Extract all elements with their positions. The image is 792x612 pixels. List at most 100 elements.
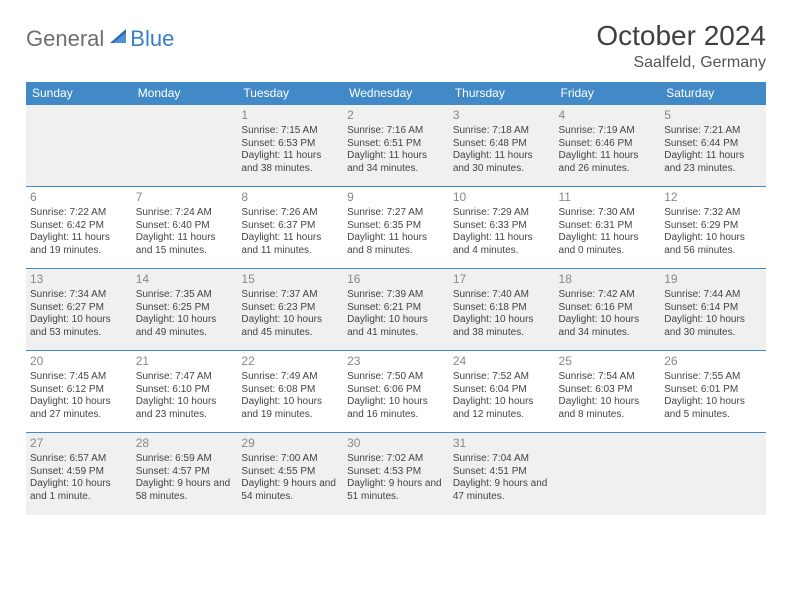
day-number: 9 [347,190,445,205]
day-number: 20 [30,354,128,369]
day-number: 18 [559,272,657,287]
calendar-day-cell: 26Sunrise: 7:55 AMSunset: 6:01 PMDayligh… [660,351,766,433]
sunset-text: Sunset: 6:04 PM [453,384,551,397]
sunrise-text: Sunrise: 7:50 AM [347,371,445,384]
day-number: 13 [30,272,128,287]
calendar-day-cell: 20Sunrise: 7:45 AMSunset: 6:12 PMDayligh… [26,351,132,433]
calendar-day-cell: 5Sunrise: 7:21 AMSunset: 6:44 PMDaylight… [660,105,766,187]
calendar-day-cell: 22Sunrise: 7:49 AMSunset: 6:08 PMDayligh… [237,351,343,433]
day-number: 14 [136,272,234,287]
daylight-text: Daylight: 10 hours and 16 minutes. [347,396,445,421]
day-number: 25 [559,354,657,369]
weekday-header-row: Sunday Monday Tuesday Wednesday Thursday… [26,82,766,105]
calendar-day-cell: 12Sunrise: 7:32 AMSunset: 6:29 PMDayligh… [660,187,766,269]
calendar-day-cell: 27Sunrise: 6:57 AMSunset: 4:59 PMDayligh… [26,433,132,515]
sunrise-text: Sunrise: 7:22 AM [30,207,128,220]
daylight-text: Daylight: 10 hours and 12 minutes. [453,396,551,421]
sunset-text: Sunset: 6:18 PM [453,302,551,315]
location: Saalfeld, Germany [596,54,766,72]
day-number: 26 [664,354,762,369]
sunset-text: Sunset: 6:12 PM [30,384,128,397]
daylight-text: Daylight: 10 hours and 34 minutes. [559,314,657,339]
sunset-text: Sunset: 6:37 PM [241,220,339,233]
header: General Blue October 2024 Saalfeld, Germ… [26,20,766,72]
weekday-header: Monday [132,82,238,105]
sunset-text: Sunset: 6:23 PM [241,302,339,315]
day-number: 3 [453,108,551,123]
day-number: 19 [664,272,762,287]
sunset-text: Sunset: 6:27 PM [30,302,128,315]
sunset-text: Sunset: 6:48 PM [453,138,551,151]
calendar-day-cell: 15Sunrise: 7:37 AMSunset: 6:23 PMDayligh… [237,269,343,351]
sunrise-text: Sunrise: 7:54 AM [559,371,657,384]
day-number: 6 [30,190,128,205]
calendar-day-cell: 24Sunrise: 7:52 AMSunset: 6:04 PMDayligh… [449,351,555,433]
daylight-text: Daylight: 10 hours and 38 minutes. [453,314,551,339]
calendar-day-cell: 7 Sunrise: 7:24 AMSunset: 6:40 PMDaylight… [132,187,238,269]
daylight-text: Daylight: 11 hours and 15 minutes. [136,232,234,257]
calendar-day-cell: 29Sunrise: 7:00 AMSunset: 4:55 PMDayligh… [237,433,343,515]
day-number: 24 [453,354,551,369]
sunset-text: Sunset: 6:42 PM [30,220,128,233]
sunrise-text: Sunrise: 7:42 AM [559,289,657,302]
sunset-text: Sunset: 4:53 PM [347,466,445,479]
sunrise-text: Sunrise: 7:44 AM [664,289,762,302]
calendar-week-row: 1Sunrise: 7:15 AMSunset: 6:53 PMDaylight… [26,105,766,187]
day-number: 31 [453,436,551,451]
calendar-day-cell: 11Sunrise: 7:30 AMSunset: 6:31 PMDayligh… [555,187,661,269]
sunrise-text: Sunrise: 7:24 AM [136,207,234,220]
sunset-text: Sunset: 6:08 PM [241,384,339,397]
calendar-day-cell: 18Sunrise: 7:42 AMSunset: 6:16 PMDayligh… [555,269,661,351]
sunset-text: Sunset: 6:01 PM [664,384,762,397]
daylight-text: Daylight: 10 hours and 56 minutes. [664,232,762,257]
sunset-text: Sunset: 6:46 PM [559,138,657,151]
sunset-text: Sunset: 6:33 PM [453,220,551,233]
sunset-text: Sunset: 6:21 PM [347,302,445,315]
sunrise-text: Sunrise: 7:45 AM [30,371,128,384]
daylight-text: Daylight: 11 hours and 26 minutes. [559,150,657,175]
daylight-text: Daylight: 10 hours and 8 minutes. [559,396,657,421]
logo-text-general: General [26,26,104,52]
sunset-text: Sunset: 6:35 PM [347,220,445,233]
calendar-day-cell: 8Sunrise: 7:26 AMSunset: 6:37 PMDaylight… [237,187,343,269]
daylight-text: Daylight: 10 hours and 41 minutes. [347,314,445,339]
day-number: 23 [347,354,445,369]
calendar-day-cell: 28Sunrise: 6:59 AMSunset: 4:57 PMDayligh… [132,433,238,515]
weekday-header: Friday [555,82,661,105]
calendar-day-cell: 2Sunrise: 7:16 AMSunset: 6:51 PMDaylight… [343,105,449,187]
calendar-day-cell [132,105,238,187]
calendar-day-cell: 1Sunrise: 7:15 AMSunset: 6:53 PMDaylight… [237,105,343,187]
daylight-text: Daylight: 11 hours and 4 minutes. [453,232,551,257]
sunset-text: Sunset: 6:40 PM [136,220,234,233]
calendar-week-row: 20 Sunrise: 7:45 AMSunset: 6:12 PM Dayligh… [26,351,766,433]
calendar-day-cell [555,433,661,515]
calendar-day-cell: 31Sunrise: 7:04 AMSunset: 4:51 PMDayligh… [449,433,555,515]
sunrise-text: Sunrise: 7:00 AM [241,453,339,466]
calendar-table: Sunday Monday Tuesday Wednesday Thursday… [26,82,766,515]
calendar-day-cell: 23 Sunrise: 7:50 AMSunset: 6:06 PMDayligh… [343,351,449,433]
calendar-day-cell: 16Sunrise: 7:39 AMSunset: 6:21 PMDayligh… [343,269,449,351]
day-number: 17 [453,272,551,287]
sunset-text: Sunset: 6:10 PM [136,384,234,397]
sunrise-text: Sunrise: 7:35 AM [136,289,234,302]
day-number: 12 [664,190,762,205]
sunset-text: Sunset: 6:25 PM [136,302,234,315]
daylight-text: Daylight: 10 hours and 53 minutes. [30,314,128,339]
day-number: 7 [136,190,234,205]
sunrise-text: Sunrise: 7:15 AM [241,125,339,138]
daylight-text: Daylight: 11 hours and 8 minutes. [347,232,445,257]
sunset-text: Sunset: 6:53 PM [241,138,339,151]
day-number: 11 [559,190,657,205]
sunset-text: Sunset: 6:06 PM [347,384,445,397]
sunset-text: Sunset: 4:55 PM [241,466,339,479]
sunrise-text: Sunrise: 6:59 AM [136,453,234,466]
sunset-text: Sunset: 6:29 PM [664,220,762,233]
day-number: 28 [136,436,234,451]
day-number: 8 [241,190,339,205]
sunset-text: Sunset: 6:51 PM [347,138,445,151]
calendar-day-cell [26,105,132,187]
calendar-day-cell: 19Sunrise: 7:44 AMSunset: 6:14 PMDayligh… [660,269,766,351]
day-number: 10 [453,190,551,205]
calendar-day-cell: 17Sunrise: 7:40 AMSunset: 6:18 PMDayligh… [449,269,555,351]
day-number: 22 [241,354,339,369]
